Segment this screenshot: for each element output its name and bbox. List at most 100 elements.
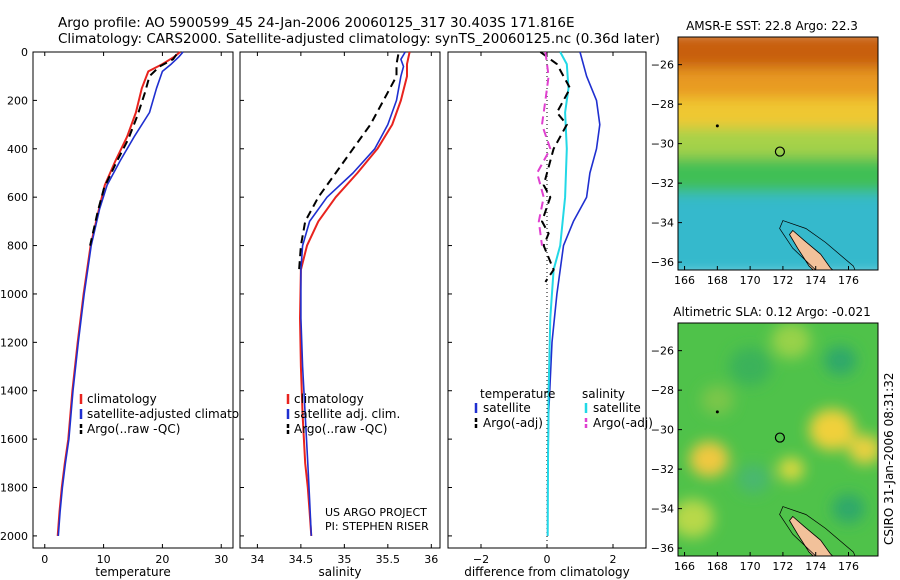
sst-map-xtick-label: 172 [772,274,793,287]
sla-map-anomaly-blob [700,385,734,415]
sst-map-axes-frame [677,36,879,271]
difference-series-argo-line [539,51,572,283]
sst-map-bands [678,37,878,270]
difference-series-argo_diff_salinity-line [536,51,552,246]
credit-pi: PI: STEPHEN RISER [325,520,429,533]
sla-map-anomaly-blob [689,441,729,477]
sla-map-xtick-label: 176 [838,560,859,573]
temperature-xlabel: temperature [95,565,170,579]
sla-map-ytick-label: −34 [651,503,674,516]
temperature-ytick-label: 1400 [0,385,28,398]
difference-legend-label: Argo(-adj) [483,416,543,430]
sst-map-xtick-label: 168 [707,274,728,287]
sla-map-xtick-label: 172 [772,560,793,573]
difference-legend-label: satellite [483,401,531,415]
sst-map-ytick-label: −30 [651,138,674,151]
sla-map-anomaly-blob [778,457,805,481]
sla-map-land [789,515,834,556]
temperature-ytick-label: 1600 [0,433,28,446]
temperature-axes-frame [32,51,234,549]
sla-map-ytick-label: −28 [651,384,674,397]
sla-map-anomaly-blob [678,499,715,538]
difference-legend-label: Argo(-adj) [593,416,653,430]
salinity-legend-label: Argo(..raw -QC) [294,422,387,436]
sla-map-title: Altimetric SLA: 0.12 Argo: -0.021 [673,305,870,319]
sst-map-xtick-label: 170 [740,274,761,287]
sst-map-xtick-label: 174 [805,274,826,287]
sla-map-xtick-label: 174 [805,560,826,573]
temperature-ytick-label: 1000 [0,288,28,301]
sst-map-isobath [779,220,856,270]
sst-map-ytick-label: −28 [651,98,674,111]
difference-legend-header-temperature: temperature [480,387,555,401]
sla-map-ytick-label: −32 [651,463,674,476]
sst-map-argo-marker [774,146,786,157]
salinity-legend-label: satellite adj. clim. [294,407,400,421]
sla-map-anomaly-blob [737,464,770,494]
temperature-ytick-label: 600 [7,191,28,204]
salinity-xtick-label: 34 [250,553,264,566]
sla-map-island [715,410,719,414]
sla-map-blobs [678,323,878,538]
temperature-xtick-label: 0 [41,553,48,566]
difference-xtick-label: −2 [473,553,489,566]
side-stamp: CSIRO 31-Jan-2006 08:31:32 [882,373,896,545]
salinity-series-satellite-line [300,51,406,536]
sla-map-ytick-label: −30 [651,424,674,437]
temperature-ytick-label: 1200 [0,336,28,349]
salinity-xlabel: salinity [318,565,361,579]
difference-xtick-label: 2 [610,553,617,566]
temperature-legend-label: climatology [87,392,157,406]
sla-map-anomaly-blob [848,434,878,465]
sst-map-color-band [678,192,878,270]
temperature-series-satellite-line [57,51,184,536]
figure-title-line1: Argo profile: AO 5900599_45 24-Jan-2006 … [58,15,575,31]
temperature-ytick-label: 200 [7,94,28,107]
sla-map-field [678,323,878,556]
sla-map-ytick-label: −26 [651,345,674,358]
sla-map-xtick-label: 170 [740,560,761,573]
sst-map-ytick-label: −36 [651,256,674,269]
temperature-ytick-label: 400 [7,143,28,156]
temperature-legend-label: Argo(..raw -QC) [87,422,180,436]
sst-map-land [789,229,834,270]
temperature-ytick-label: 800 [7,240,28,253]
salinity-xtick-label: 35 [337,553,351,566]
salinity-legend-label: climatology [294,392,364,406]
temperature-legend-label: satellite-adjusted climatology [87,407,265,421]
sla-map-anomaly-blob [823,345,857,376]
sla-map-xtick-label: 166 [674,560,695,573]
sst-map-xtick-label: 166 [674,274,695,287]
difference-legend-header-salinity: salinity [582,387,625,401]
sla-map-anomaly-blob [728,347,772,386]
sst-map-island [715,124,719,128]
temperature-xtick-label: 20 [155,553,169,566]
sla-map-xtick-label: 168 [707,560,728,573]
salinity-xtick-label: 35.5 [376,553,401,566]
temperature-xtick-label: 10 [97,553,111,566]
panels-layer: 0 10 20 30020040060080010001200140016001800… [0,19,879,579]
sst-map-ytick-label: −34 [651,217,674,230]
temperature-xtick-label: 30 [214,553,228,566]
sla-map-axes-frame [677,322,879,557]
salinity-axes-frame [239,51,441,549]
sst-map-field [678,37,878,270]
temperature-ytick-label: 1800 [0,482,28,495]
salinity-series-climatology-line [299,51,411,536]
sla-map-ytick-label: −36 [651,542,674,555]
sla-map-isobath [779,506,856,556]
sla-map-anomaly-blob [771,323,811,359]
sst-map-ytick-label: −26 [651,59,674,72]
sst-map-ytick-label: −32 [651,177,674,190]
figure-title-line2: Climatology: CARS2000. Satellite-adjuste… [58,31,660,47]
temperature-series-argo-line [89,53,178,246]
sla-map-anomaly-blob [832,493,865,524]
sst-map-xtick-label: 176 [838,274,859,287]
sla-map-anomaly-blob [809,408,856,451]
salinity-xtick-label: 34.5 [289,553,314,566]
temperature-ytick-label: 0 [21,46,28,59]
salinity-series-argo-line [298,54,400,270]
difference-xtick-label: 0 [544,553,551,566]
sla-map-argo-marker [774,432,786,443]
